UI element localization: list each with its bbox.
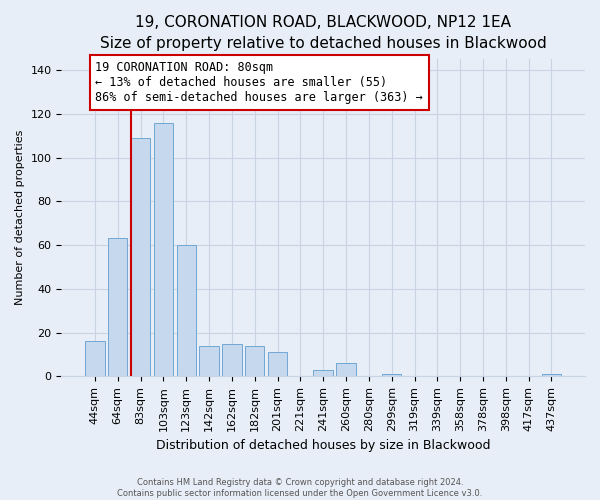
Bar — [382, 374, 401, 376]
Text: Contains HM Land Registry data © Crown copyright and database right 2024.
Contai: Contains HM Land Registry data © Crown c… — [118, 478, 482, 498]
Title: 19, CORONATION ROAD, BLACKWOOD, NP12 1EA
Size of property relative to detached h: 19, CORONATION ROAD, BLACKWOOD, NP12 1EA… — [100, 15, 547, 51]
Bar — [154, 122, 173, 376]
Bar — [222, 344, 242, 376]
Bar — [268, 352, 287, 376]
Bar — [542, 374, 561, 376]
Y-axis label: Number of detached properties: Number of detached properties — [15, 130, 25, 306]
Bar — [199, 346, 219, 376]
Bar — [245, 346, 265, 376]
Bar — [131, 138, 150, 376]
X-axis label: Distribution of detached houses by size in Blackwood: Distribution of detached houses by size … — [156, 440, 490, 452]
Text: 19 CORONATION ROAD: 80sqm
← 13% of detached houses are smaller (55)
86% of semi-: 19 CORONATION ROAD: 80sqm ← 13% of detac… — [95, 60, 423, 104]
Bar — [85, 342, 104, 376]
Bar — [176, 245, 196, 376]
Bar — [337, 363, 356, 376]
Bar — [108, 238, 127, 376]
Bar — [313, 370, 333, 376]
